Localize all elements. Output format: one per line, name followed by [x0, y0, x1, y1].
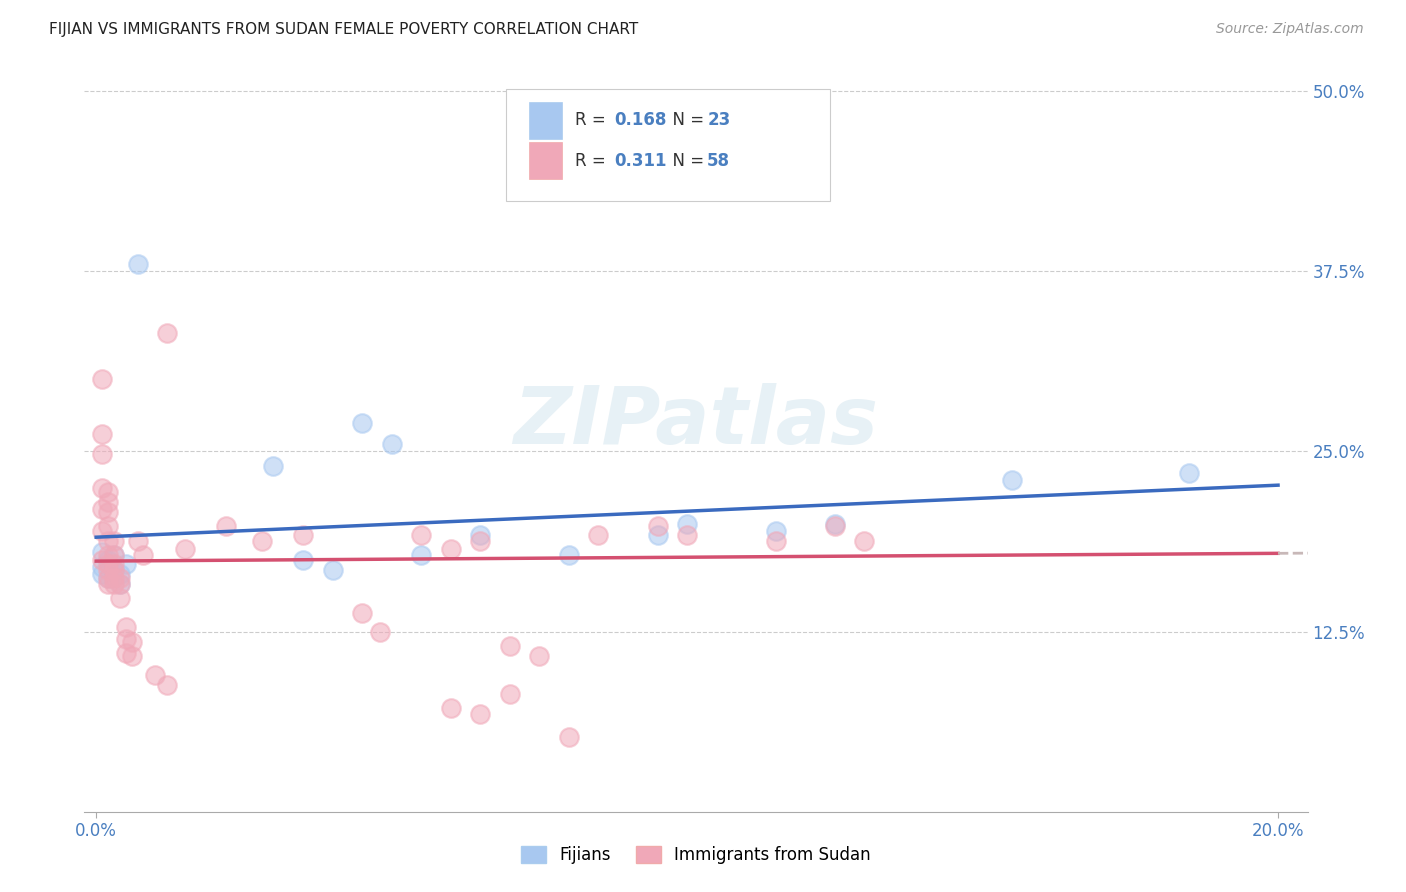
Point: [127, 257, 149, 271]
Point: [1178, 466, 1201, 480]
Point: [143, 668, 166, 682]
Point: [114, 557, 136, 571]
Point: [103, 548, 125, 562]
Legend: Fijians, Immigrants from Sudan: Fijians, Immigrants from Sudan: [515, 839, 877, 871]
Point: [411, 548, 433, 562]
Point: [1001, 473, 1024, 487]
Point: [121, 649, 143, 664]
Point: [824, 516, 846, 531]
Point: [91, 502, 114, 516]
Point: [108, 566, 131, 581]
Text: 58: 58: [707, 152, 730, 169]
Point: [470, 706, 492, 721]
Point: [676, 516, 699, 531]
Point: [470, 528, 492, 542]
Point: [558, 548, 581, 562]
Point: [97, 571, 120, 585]
Point: [114, 646, 136, 660]
Point: [322, 563, 344, 577]
Point: [91, 566, 114, 581]
Point: [97, 552, 120, 566]
Point: [529, 649, 551, 664]
Point: [91, 447, 114, 461]
Text: R =: R =: [575, 152, 612, 169]
Point: [156, 326, 179, 341]
Point: [127, 533, 149, 548]
Point: [121, 634, 143, 648]
Point: [499, 639, 522, 653]
Point: [676, 528, 699, 542]
Point: [352, 416, 374, 430]
Point: [91, 481, 114, 495]
Point: [173, 542, 195, 557]
Point: [97, 484, 120, 499]
Point: [114, 632, 136, 646]
Point: [499, 687, 522, 701]
Point: [97, 533, 120, 548]
Point: [108, 591, 131, 606]
Point: [108, 577, 131, 591]
Point: [292, 552, 315, 566]
Point: [103, 563, 125, 577]
Point: [824, 519, 846, 533]
Point: [97, 571, 120, 585]
Point: [647, 528, 669, 542]
Text: 0.168: 0.168: [614, 112, 666, 129]
Text: 23: 23: [707, 112, 731, 129]
Point: [440, 701, 463, 715]
Text: N =: N =: [662, 112, 710, 129]
Text: R =: R =: [575, 112, 612, 129]
Point: [765, 533, 787, 548]
Point: [558, 730, 581, 744]
Text: FIJIAN VS IMMIGRANTS FROM SUDAN FEMALE POVERTY CORRELATION CHART: FIJIAN VS IMMIGRANTS FROM SUDAN FEMALE P…: [49, 22, 638, 37]
Point: [97, 495, 120, 509]
Point: [91, 552, 114, 566]
Point: [97, 563, 120, 577]
Point: [647, 519, 669, 533]
Point: [765, 524, 787, 538]
Point: [250, 533, 273, 548]
Point: [91, 524, 114, 538]
Point: [103, 533, 125, 548]
Point: [108, 577, 131, 591]
Point: [470, 533, 492, 548]
Text: Source: ZipAtlas.com: Source: ZipAtlas.com: [1216, 22, 1364, 37]
Text: ZIPatlas: ZIPatlas: [513, 383, 879, 461]
Text: 0.311: 0.311: [614, 152, 666, 169]
Point: [114, 620, 136, 634]
Point: [91, 427, 114, 442]
Point: [103, 571, 125, 585]
Point: [91, 372, 114, 386]
Point: [381, 437, 404, 451]
Point: [103, 577, 125, 591]
Point: [262, 458, 284, 473]
Point: [103, 563, 125, 577]
Point: [91, 545, 114, 559]
Point: [853, 533, 876, 548]
Point: [368, 624, 391, 639]
Point: [292, 528, 315, 542]
Point: [156, 678, 179, 692]
Point: [97, 548, 120, 562]
Point: [97, 505, 120, 519]
Point: [735, 153, 758, 168]
Point: [91, 559, 114, 574]
Point: [215, 519, 238, 533]
Point: [440, 542, 463, 557]
Point: [97, 577, 120, 591]
Point: [97, 519, 120, 533]
Point: [352, 606, 374, 620]
Point: [103, 548, 125, 562]
Point: [132, 548, 155, 562]
Point: [97, 557, 120, 571]
Point: [103, 557, 125, 571]
Point: [411, 528, 433, 542]
Point: [108, 571, 131, 585]
Point: [588, 528, 610, 542]
Text: N =: N =: [662, 152, 710, 169]
